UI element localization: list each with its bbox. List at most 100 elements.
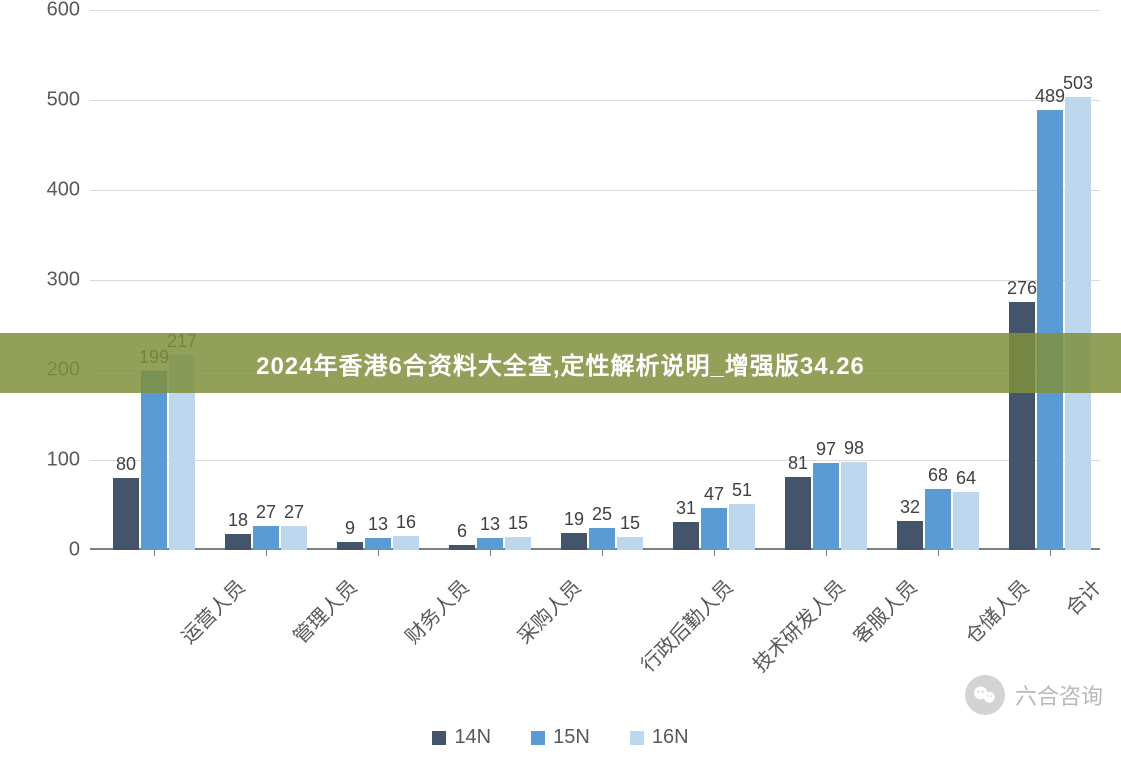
watermark: 六合咨询 — [965, 675, 1103, 715]
wechat-icon — [965, 675, 1005, 715]
gridline — [90, 460, 1100, 461]
x-category-label: 客服人员 — [845, 572, 922, 649]
x-tick-mark — [938, 550, 939, 556]
gridline — [90, 10, 1100, 11]
bar: 25 — [589, 528, 615, 551]
bar: 81 — [785, 477, 811, 550]
chart-container: 0100200300400500600 80199217182727913166… — [40, 10, 1100, 590]
bar: 6 — [449, 545, 475, 550]
x-category-label: 仓储人员 — [957, 572, 1034, 649]
bar-value-label: 15 — [508, 513, 528, 534]
x-category-label: 采购人员 — [509, 572, 586, 649]
legend-swatch — [630, 731, 644, 745]
bar-value-label: 47 — [704, 484, 724, 505]
bar: 80 — [113, 478, 139, 550]
x-axis-labels: 运营人员管理人员财务人员采购人员行政后勤人员技术研发人员客服人员仓储人员合计 — [90, 558, 1100, 678]
legend-label: 15N — [553, 726, 590, 749]
bar-group: 276489503 — [994, 97, 1106, 550]
bar-value-label: 31 — [676, 498, 696, 519]
y-tick-label: 0 — [69, 539, 80, 562]
bar-value-label: 32 — [900, 497, 920, 518]
legend-item: 14N — [432, 726, 491, 749]
gridline — [90, 100, 1100, 101]
watermark-text: 六合咨询 — [1015, 679, 1103, 711]
bar: 47 — [701, 508, 727, 550]
bar-group: 314751 — [658, 504, 770, 550]
gridline — [90, 280, 1100, 281]
x-tick-mark — [378, 550, 379, 556]
bar-value-label: 6 — [457, 521, 467, 542]
bar-value-label: 25 — [592, 504, 612, 525]
legend-item: 15N — [531, 726, 590, 749]
bar-value-label: 27 — [256, 502, 276, 523]
bar: 13 — [365, 538, 391, 550]
x-tick-mark — [490, 550, 491, 556]
bar: 16 — [393, 536, 419, 550]
bar: 31 — [673, 522, 699, 550]
bar: 51 — [729, 504, 755, 550]
y-tick-label: 400 — [47, 179, 80, 202]
y-axis: 0100200300400500600 — [40, 10, 90, 550]
x-category-label: 财务人员 — [397, 572, 474, 649]
bar-value-label: 98 — [844, 438, 864, 459]
legend-label: 14N — [454, 726, 491, 749]
legend-item: 16N — [630, 726, 689, 749]
y-tick-label: 300 — [47, 269, 80, 292]
x-tick-mark — [154, 550, 155, 556]
bar: 64 — [953, 492, 979, 550]
bar-value-label: 9 — [345, 518, 355, 539]
bar-group: 192515 — [546, 528, 658, 551]
bar: 98 — [841, 462, 867, 550]
plot-area: 8019921718272791316613151925153147518197… — [90, 10, 1100, 550]
bar-value-label: 81 — [788, 453, 808, 474]
bar-group: 182727 — [210, 526, 322, 550]
x-category-label: 行政后勤人员 — [633, 572, 738, 677]
x-category-label: 管理人员 — [285, 572, 362, 649]
bar-group: 61315 — [434, 537, 546, 551]
bar: 32 — [897, 521, 923, 550]
bar: 15 — [617, 537, 643, 551]
overlay-banner: 2024年香港6合资料大全查,定性解析说明_增强版34.26 — [0, 333, 1121, 393]
x-category-label: 技术研发人员 — [745, 572, 850, 677]
bar-value-label: 489 — [1035, 86, 1065, 107]
bar-value-label: 18 — [228, 510, 248, 531]
x-tick-mark — [714, 550, 715, 556]
legend-label: 16N — [652, 726, 689, 749]
bar-group: 91316 — [322, 536, 434, 550]
bar-value-label: 64 — [956, 468, 976, 489]
x-tick-mark — [826, 550, 827, 556]
bar-value-label: 19 — [564, 509, 584, 530]
bar: 199 — [141, 371, 167, 550]
bar-value-label: 16 — [396, 512, 416, 533]
gridline — [90, 190, 1100, 191]
bar-value-label: 15 — [620, 513, 640, 534]
y-tick-label: 100 — [47, 449, 80, 472]
y-tick-label: 500 — [47, 89, 80, 112]
x-category-label: 运营人员 — [173, 572, 250, 649]
bar-value-label: 80 — [116, 454, 136, 475]
bar-value-label: 68 — [928, 465, 948, 486]
bar: 15 — [505, 537, 531, 551]
bar-value-label: 276 — [1007, 278, 1037, 299]
bar: 13 — [477, 538, 503, 550]
x-category-label: 合计 — [1058, 572, 1107, 621]
bar-value-label: 503 — [1063, 73, 1093, 94]
x-tick-mark — [1050, 550, 1051, 556]
bar: 503 — [1065, 97, 1091, 550]
bar-group: 326864 — [882, 489, 994, 550]
bar: 18 — [225, 534, 251, 550]
x-tick-mark — [602, 550, 603, 556]
bar: 27 — [253, 526, 279, 550]
bar: 27 — [281, 526, 307, 550]
y-tick-label: 600 — [47, 0, 80, 22]
bar-group: 819798 — [770, 462, 882, 550]
x-tick-mark — [266, 550, 267, 556]
bar-value-label: 27 — [284, 502, 304, 523]
bar-value-label: 13 — [368, 514, 388, 535]
bar-value-label: 51 — [732, 480, 752, 501]
overlay-text: 2024年香港6合资料大全查,定性解析说明_增强版34.26 — [256, 346, 865, 381]
bar: 19 — [561, 533, 587, 550]
bar: 97 — [813, 463, 839, 550]
legend-swatch — [432, 731, 446, 745]
bar-value-label: 13 — [480, 514, 500, 535]
